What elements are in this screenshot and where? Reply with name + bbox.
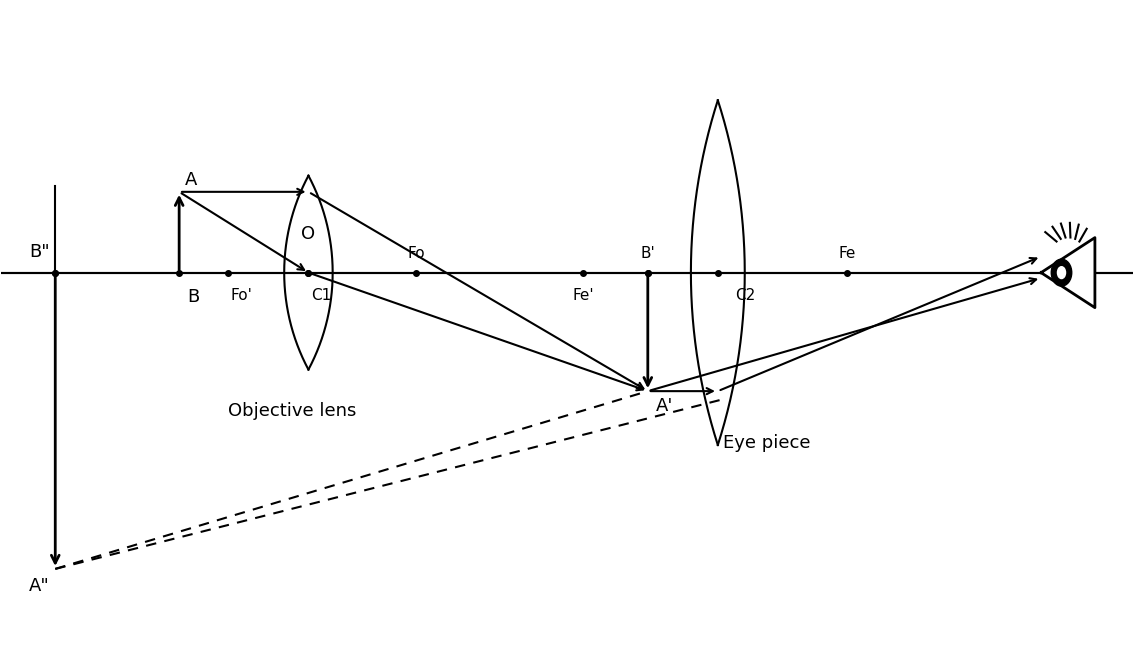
Text: A': A' xyxy=(655,396,674,415)
Text: C1: C1 xyxy=(311,288,331,303)
Text: B": B" xyxy=(29,243,50,261)
Text: Fo': Fo' xyxy=(230,288,252,303)
Ellipse shape xyxy=(1051,259,1072,286)
Ellipse shape xyxy=(1058,266,1066,279)
Text: O: O xyxy=(302,225,315,243)
Text: A: A xyxy=(185,171,197,189)
Text: B': B' xyxy=(641,246,655,261)
Text: Fe': Fe' xyxy=(573,288,594,303)
Text: A": A" xyxy=(29,577,50,595)
Text: Objective lens: Objective lens xyxy=(228,402,356,420)
Text: Fe: Fe xyxy=(838,246,856,261)
Text: Eye piece: Eye piece xyxy=(722,434,810,453)
Polygon shape xyxy=(1041,238,1095,308)
Text: Fo: Fo xyxy=(407,246,425,261)
Text: B: B xyxy=(187,288,200,306)
Text: C2: C2 xyxy=(735,288,755,303)
